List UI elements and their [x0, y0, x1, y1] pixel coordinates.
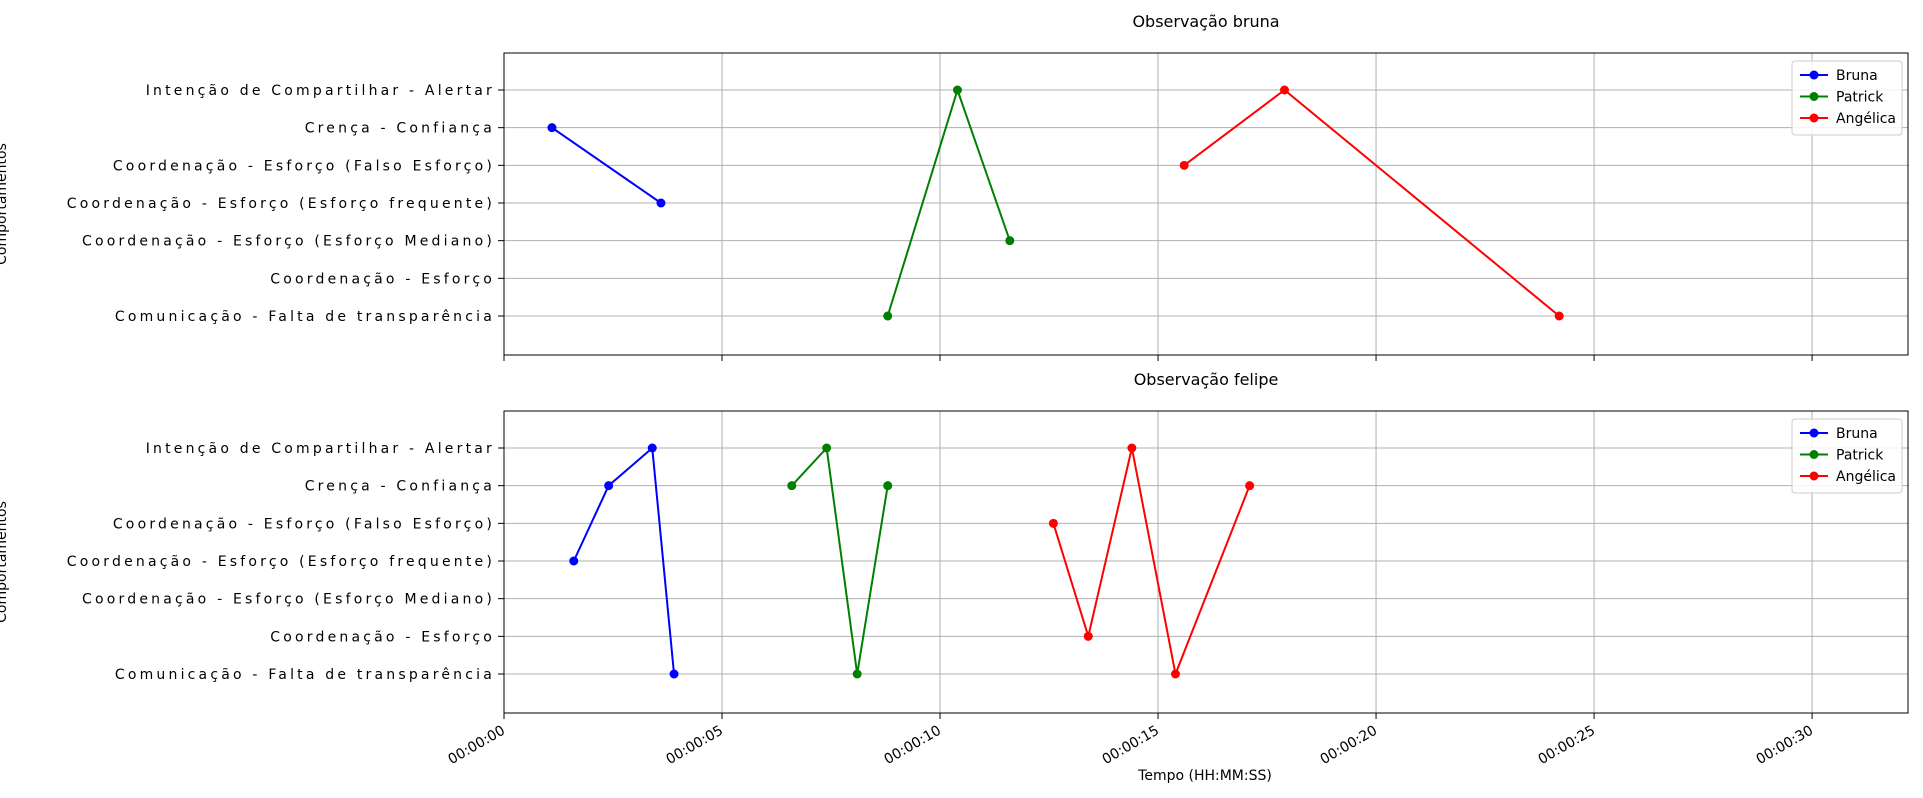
data-point — [647, 443, 657, 453]
legend-box — [1791, 60, 1903, 136]
x-axis-label: Tempo (HH:MM:SS) — [1137, 768, 1272, 784]
data-point — [787, 481, 797, 491]
data-point — [1179, 160, 1189, 170]
data-point — [604, 481, 614, 491]
legend-entry: Patrick — [1836, 90, 1884, 106]
y-tick-label: Coordenação - Esforço (Esforço frequente… — [67, 554, 495, 570]
legend-entry: Angélica — [1836, 111, 1896, 127]
data-point — [1554, 311, 1564, 321]
legend-marker — [1809, 70, 1819, 80]
legend-entry: Bruna — [1836, 68, 1878, 84]
y-tick-label: Comunicação - Falta de transparência — [115, 309, 495, 325]
panel-title: Observação felipe — [1134, 370, 1279, 389]
data-point — [1170, 669, 1180, 679]
y-tick-label: Crença - Confiança — [305, 121, 495, 137]
y-axis-label: Comportamentos — [0, 143, 10, 265]
data-point — [669, 669, 679, 679]
legend-box — [1791, 418, 1903, 494]
legend-entry: Angélica — [1836, 469, 1896, 485]
data-point — [1127, 443, 1137, 453]
y-tick-label: Comunicação - Falta de transparência — [115, 667, 495, 683]
series-line-patrick — [791, 445, 889, 675]
data-point — [852, 669, 862, 679]
y-axis-label: Comportamentos — [0, 501, 10, 623]
legend-marker — [1809, 428, 1819, 438]
data-point — [1083, 631, 1093, 641]
legend-marker — [1809, 92, 1819, 101]
data-point — [1245, 481, 1255, 491]
data-point — [569, 556, 579, 566]
y-tick-label: Intenção de Compartilhar - Alertar — [146, 83, 495, 99]
data-point — [883, 311, 893, 321]
y-tick-label: Coordenação - Esforço (Esforço frequente… — [67, 196, 495, 212]
y-tick-label: Coordenação - Esforço (Esforço Mediano) — [82, 592, 495, 608]
y-tick-label: Coordenação - Esforço — [270, 271, 495, 287]
data-point — [656, 198, 666, 208]
data-point — [1005, 236, 1015, 246]
legend-entry: Bruna — [1836, 426, 1878, 442]
data-point — [952, 85, 962, 95]
plot-frame — [503, 52, 1909, 356]
data-point — [547, 123, 557, 133]
y-tick-label: Crença - Confiança — [305, 479, 495, 495]
data-point — [822, 443, 832, 453]
panel-title: Observação bruna — [1132, 12, 1279, 31]
data-point — [883, 481, 893, 491]
data-point — [1279, 85, 1289, 95]
y-tick-label: Coordenação - Esforço (Falso Esforço) — [113, 158, 495, 174]
y-tick-label: Intenção de Compartilhar - Alertar — [146, 441, 495, 457]
legend-entry: Patrick — [1836, 448, 1884, 464]
data-point — [1048, 518, 1058, 528]
series-line-bruna — [572, 445, 676, 675]
y-tick-label: Coordenação - Esforço — [270, 629, 495, 645]
legend-marker — [1809, 471, 1819, 481]
y-tick-label: Coordenação - Esforço (Falso Esforço) — [113, 516, 495, 532]
y-tick-label: Coordenação - Esforço (Esforço Mediano) — [82, 234, 495, 250]
legend-marker — [1809, 450, 1819, 459]
series-line-bruna — [551, 126, 662, 204]
plot-frame — [503, 410, 1909, 714]
legend-marker — [1809, 113, 1819, 123]
